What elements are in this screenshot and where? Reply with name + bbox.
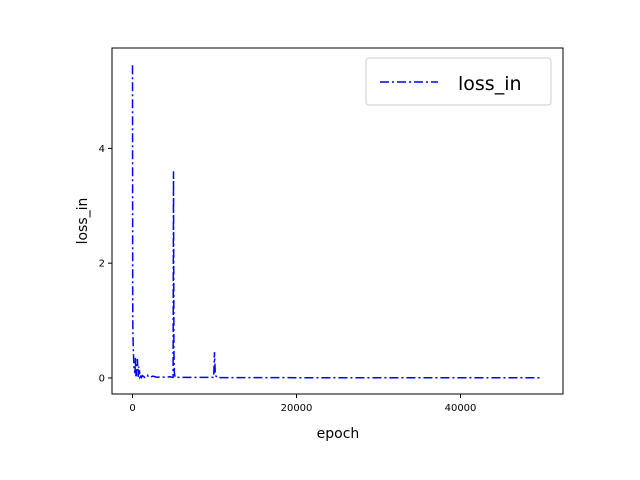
legend: loss_in	[365, 57, 552, 106]
x-axis-label: epoch	[317, 426, 360, 442]
y-tick-label: 4	[99, 144, 105, 155]
y-tick-label: 0	[99, 373, 105, 384]
legend-box	[365, 57, 552, 106]
x-tick-label: 40000	[445, 403, 477, 414]
series-layer	[131, 65, 543, 380]
ticks-layer: 0 20000 40000 0 2 4	[99, 144, 477, 414]
x-tick-label: 0	[129, 403, 135, 414]
y-axis-label: loss_in	[75, 198, 91, 245]
legend-label-loss_in: loss_in	[458, 73, 522, 95]
y-tick-label: 2	[99, 259, 105, 270]
plot-frame	[111, 47, 564, 395]
series-line-loss_in	[131, 65, 543, 380]
x-tick-label: 20000	[281, 403, 313, 414]
